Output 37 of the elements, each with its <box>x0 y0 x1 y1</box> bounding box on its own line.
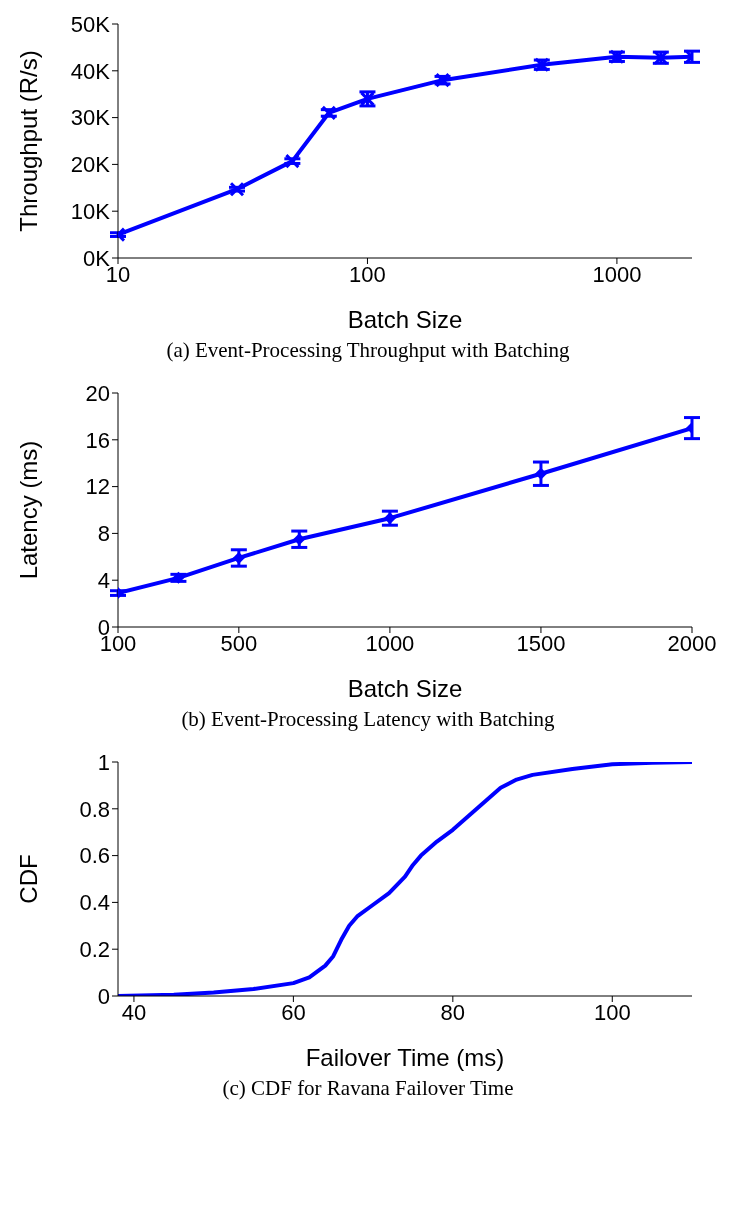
y-tick-label: 16 <box>85 427 110 453</box>
y-tick-label: 30K <box>70 105 111 131</box>
x-tick-label: 1500 <box>516 630 566 656</box>
y-tick-label: 0 <box>97 983 110 1009</box>
y-tick-label: 20K <box>70 152 111 178</box>
x-tick-label: 100 <box>349 261 386 287</box>
text: (b) Event-Processing Latency with Batching <box>180 707 556 732</box>
y-tick-label: 50K <box>70 11 111 37</box>
x-tick-label: 80 <box>440 999 466 1025</box>
x-tick-label: 1000 <box>592 261 642 287</box>
text: (a) Event-Processing Throughput with Batching <box>165 338 571 363</box>
y-tick-label: 12 <box>85 474 110 500</box>
point <box>293 533 306 546</box>
y-tick-label: 0.2 <box>79 937 110 963</box>
x-tick-label: 2000 <box>667 630 717 656</box>
x-tick-label: 60 <box>281 999 306 1025</box>
y-axis-title: Throughput (R/s) <box>14 50 42 232</box>
x-tick-label: 1000 <box>365 630 415 656</box>
x-axis-title: Batch Size <box>347 675 463 702</box>
y-tick-label: 0.6 <box>79 843 110 869</box>
y-tick-label: 8 <box>97 521 110 547</box>
y-axis-title: CDF <box>14 854 42 904</box>
y-tick-label: 1 <box>97 749 110 775</box>
x-tick-label: 40 <box>121 999 147 1025</box>
y-tick-label: 40K <box>70 58 111 84</box>
x-axis-title: Failover Time (ms) <box>305 1044 505 1071</box>
y-axis-title: Latency (ms) <box>14 440 42 580</box>
y-tick-label: 0.4 <box>79 890 110 916</box>
x-tick-label: 100 <box>593 999 631 1025</box>
x-axis-title: Batch Size <box>347 306 463 333</box>
y-tick-label: 4 <box>97 568 110 594</box>
y-tick-label: 20 <box>85 380 110 406</box>
point <box>534 467 547 480</box>
text: (c) CDF for Ravana Failover Time <box>221 1076 515 1101</box>
y-tick-label: 10K <box>70 199 111 225</box>
y-tick-label: 0.8 <box>79 796 110 822</box>
x-tick-label: 500 <box>220 630 258 656</box>
